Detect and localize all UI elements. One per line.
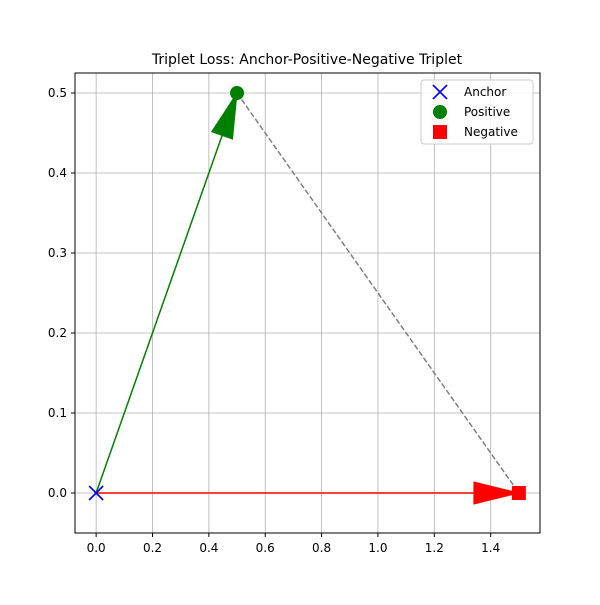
legend-box [420, 79, 534, 145]
y-tick-label-0: 0.0 [48, 486, 67, 500]
negative-marker-square [511, 486, 526, 500]
positive-point-0 [230, 86, 245, 100]
x-tick-label-5: 1.0 [368, 541, 387, 555]
legend-label-positive: Positive [464, 105, 510, 119]
anchor-point-0 [88, 485, 104, 501]
legend-positive-marker-dot [433, 105, 447, 119]
y-tick-label-4: 0.4 [48, 166, 67, 180]
legend-negative-marker-square [433, 125, 447, 139]
x-tick-label-2: 0.4 [199, 541, 218, 555]
legend-item-negative: Negative [433, 125, 518, 139]
anchor-to-positive-arrow-head [210, 92, 238, 140]
legend-anchor-marker-stroke-b [432, 84, 448, 100]
x-tick-label-4: 0.8 [312, 541, 331, 555]
x-tick-label-7: 1.4 [481, 541, 500, 555]
legend: Anchor Positive Negative [420, 79, 534, 145]
y-tick-label-1: 0.1 [48, 406, 67, 420]
anchor-to-negative-arrow-head [473, 481, 520, 505]
legend-label-anchor: Anchor [464, 85, 506, 99]
legend-label-negative: Negative [464, 125, 518, 139]
negative-point-0 [511, 486, 526, 500]
x-tick-label-3: 0.6 [256, 541, 275, 555]
legend-item-positive: Positive [433, 105, 510, 119]
positive-marker-dot [230, 86, 245, 100]
y-tick-label-2: 0.2 [48, 326, 67, 340]
positive-to-negative-line [236, 92, 520, 494]
anchor-marker-stroke-b [88, 485, 104, 501]
legend-item-anchor: Anchor [432, 84, 506, 100]
x-tick-label-6: 1.2 [425, 541, 444, 555]
axes-frame [74, 72, 541, 534]
anchor-to-positive-arrow-shaft [95, 135, 223, 494]
plot-area: 0.0 0.2 0.4 0.6 0.8 1.0 1.2 1.4 0.0 0.1 0.2 0.3 0.4 0… [48, 72, 541, 555]
x-tick-label-1: 0.2 [143, 541, 162, 555]
chart-title: Triplet Loss: Anchor-Positive-Negative T… [151, 52, 463, 68]
y-tick-label-3: 0.3 [48, 246, 67, 260]
x-tick-label-0: 0.0 [87, 541, 106, 555]
y-tick-label-5: 0.5 [48, 86, 67, 100]
